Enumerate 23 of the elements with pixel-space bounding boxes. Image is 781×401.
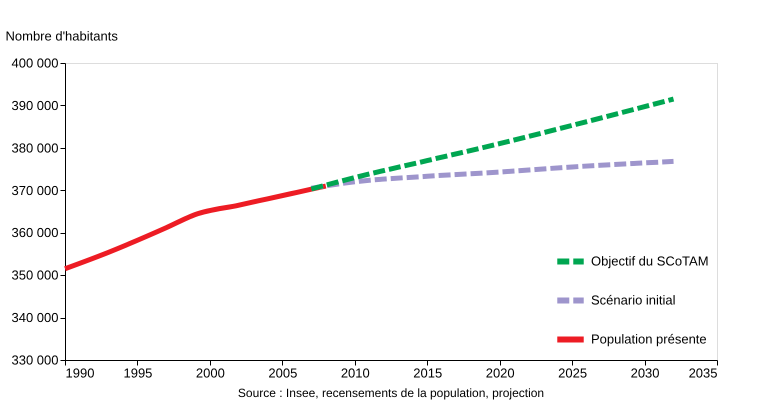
x-tick-label: 2015 [413, 366, 442, 380]
y-tick-label: 340 000 [12, 310, 58, 326]
y-axis-title: Nombre d'habitants [6, 28, 118, 44]
y-tick-label: 370 000 [12, 182, 58, 198]
y-tick-label: 350 000 [12, 268, 58, 283]
x-tick-label: 1990 [66, 366, 94, 380]
source-note: Source : Insee, recensements de la population, projection [238, 386, 544, 400]
y-tick-label: 360 000 [12, 225, 58, 240]
x-tick-label: 1995 [123, 366, 152, 380]
y-tick-label: 330 000 [12, 352, 58, 368]
y-tick-label: 400 000 [12, 56, 58, 70]
x-tick-label: 2035 [688, 366, 718, 380]
legend-label: Scénario initial [591, 292, 676, 308]
x-tick-label: 2010 [340, 366, 370, 380]
y-tick-label: 390 000 [12, 98, 58, 113]
x-tick-label: 2020 [486, 366, 515, 380]
x-tick-label: 2000 [196, 366, 225, 380]
legend-label: Population présente [591, 332, 707, 346]
legend-label: Objectif du SCoTAM [591, 254, 709, 268]
x-tick-label: 2030 [630, 366, 660, 380]
x-tick-label: 2025 [558, 366, 588, 380]
x-tick-label: 2005 [268, 366, 298, 380]
y-tick-label: 380 000 [12, 140, 58, 156]
